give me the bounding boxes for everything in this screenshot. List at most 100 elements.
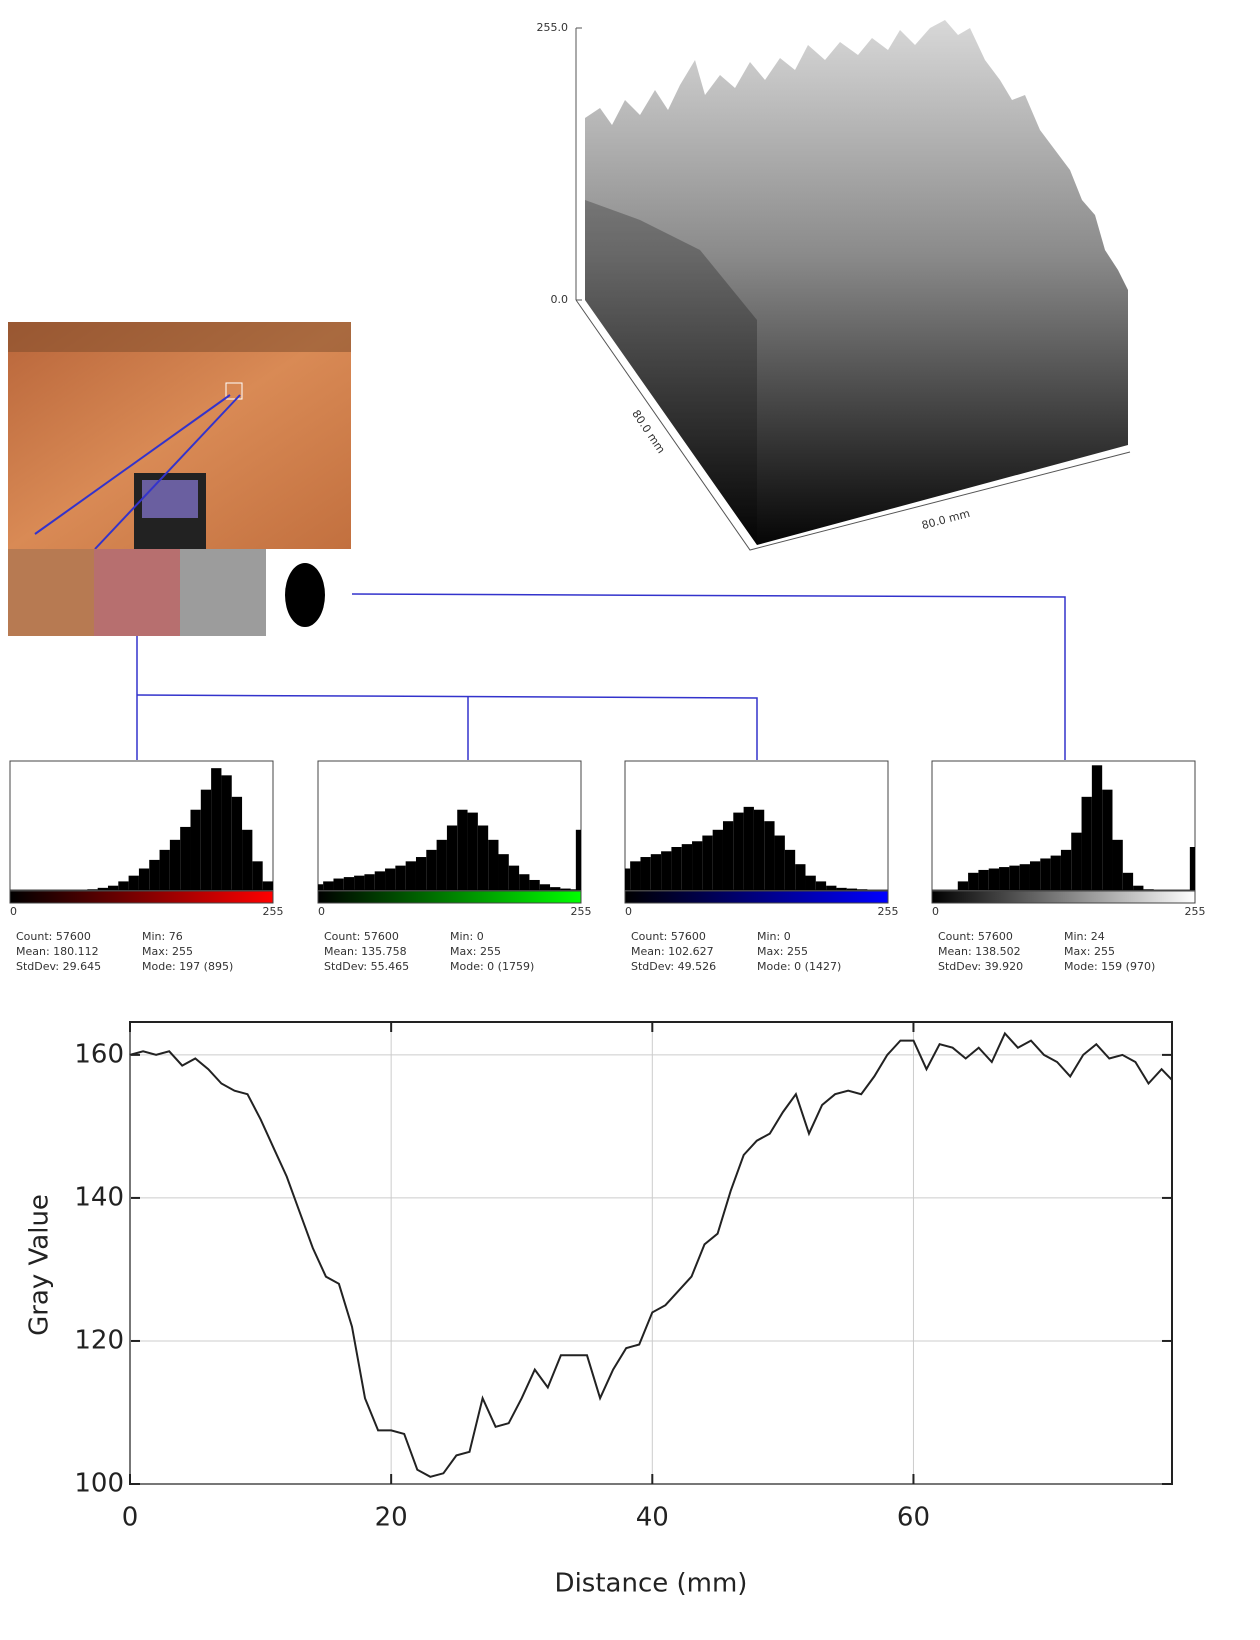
histogram-bar xyxy=(190,809,201,890)
color-ramp xyxy=(317,890,582,904)
histogram-bar xyxy=(671,847,682,890)
histogram-bar xyxy=(169,839,181,890)
histogram-bar xyxy=(446,825,458,890)
photo-shadow xyxy=(8,322,351,352)
histogram-bar xyxy=(661,851,672,890)
histogram-bar xyxy=(560,888,571,890)
histogram-bar xyxy=(1122,872,1134,890)
histogram-bar xyxy=(97,887,108,890)
y-tick-label: 120 xyxy=(74,1325,124,1355)
histogram-bar xyxy=(784,849,796,890)
thumb-rgb xyxy=(8,549,94,636)
color-checker-patches xyxy=(142,480,198,518)
stats-text: Count: 57600 xyxy=(16,930,91,943)
surface xyxy=(585,20,1128,545)
histogram-bar xyxy=(107,885,119,890)
histogram-bar xyxy=(149,859,160,890)
histogram-bar xyxy=(1050,855,1061,890)
stats-text: Mean: 135.758 xyxy=(324,945,407,958)
roi xyxy=(225,382,243,400)
stats-text: Mean: 102.627 xyxy=(631,945,714,958)
histogram-bar xyxy=(395,865,406,890)
stats-text: StdDev: 29.645 xyxy=(16,960,101,973)
x-tick-label: 0 xyxy=(932,905,939,918)
y-tick-label: 140 xyxy=(74,1182,124,1212)
histogram-bar xyxy=(467,812,478,890)
histogram-bar xyxy=(846,888,858,890)
histogram-bar xyxy=(539,884,551,890)
stats-text: Mean: 180.112 xyxy=(16,945,99,958)
histogram-bar xyxy=(692,841,703,890)
histogram-bar xyxy=(733,812,744,890)
profile-line xyxy=(129,1031,1173,1478)
x-tick-label: 60 xyxy=(897,1503,930,1533)
histogram-bar xyxy=(318,884,324,890)
histogram-bar xyxy=(405,861,416,890)
histogram-bar xyxy=(712,829,723,890)
histogram-bar xyxy=(508,865,520,890)
stats-text: Max: 255 xyxy=(757,945,808,958)
color-ramp xyxy=(931,890,1196,904)
histogram-bar xyxy=(477,825,489,890)
histogram-bar xyxy=(753,809,765,890)
connector xyxy=(351,593,1066,760)
x-tick-label: 255 xyxy=(1185,905,1206,918)
z-tick-label: 255.0 xyxy=(537,21,569,34)
histogram-bar xyxy=(764,821,775,890)
histogram-bar xyxy=(968,872,979,890)
histogram-bar xyxy=(242,829,253,890)
histogram-bar xyxy=(498,854,509,890)
histogram-bar xyxy=(374,871,386,890)
histogram-bar xyxy=(1112,839,1123,890)
histogram-bar xyxy=(857,889,868,890)
stats-text: Count: 57600 xyxy=(938,930,1013,943)
connector xyxy=(34,394,231,535)
histogram-bar xyxy=(978,869,989,890)
histogram-bar xyxy=(211,768,222,890)
histogram-bar xyxy=(488,839,499,890)
histogram-bar xyxy=(836,887,847,890)
color-ramp xyxy=(624,890,889,904)
surface-shade xyxy=(585,200,757,545)
histogram-bar xyxy=(343,877,355,890)
x-axis-title: Distance (mm) xyxy=(555,1569,748,1599)
stats-text: Mode: 159 (970) xyxy=(1064,960,1155,973)
histogram-bar xyxy=(128,875,139,890)
histogram-bar xyxy=(1009,865,1020,890)
histogram-bar xyxy=(722,821,734,890)
x-tick-label: 0 xyxy=(625,905,632,918)
histogram-bar xyxy=(1081,796,1092,890)
histogram-bar xyxy=(575,829,581,890)
x-tick-label: 20 xyxy=(375,1503,408,1533)
histogram-bar xyxy=(957,881,969,890)
y-tick-label: 100 xyxy=(74,1469,124,1499)
histogram-bar xyxy=(702,835,713,890)
histogram-bar xyxy=(1029,861,1041,890)
histogram-bar xyxy=(1091,765,1103,890)
histogram-bar xyxy=(436,839,447,890)
histogram-bar xyxy=(1040,858,1051,890)
y-axis-label: 80.0 mm xyxy=(629,408,667,456)
stats-text: Max: 255 xyxy=(450,945,501,958)
histogram-bar xyxy=(457,809,468,890)
histogram-bar xyxy=(999,867,1010,890)
histogram-bar xyxy=(364,874,375,890)
thumb-gray xyxy=(180,549,266,636)
connector xyxy=(94,394,241,550)
y-tick-label: 160 xyxy=(74,1039,124,1069)
color-ramp xyxy=(9,890,274,904)
histogram-bar xyxy=(650,854,662,890)
stats-text: StdDev: 39.920 xyxy=(938,960,1023,973)
histogram-bar xyxy=(385,868,396,890)
histogram-bar xyxy=(1060,849,1072,890)
histogram-bar xyxy=(1102,789,1113,890)
histogram-bar xyxy=(252,861,263,890)
histogram-bar xyxy=(262,881,273,890)
x-tick-label: 0 xyxy=(10,905,17,918)
histogram-bar xyxy=(640,857,651,890)
histogram-bar xyxy=(221,775,232,890)
x-tick-label: 255 xyxy=(878,905,899,918)
stats-text: Min: 24 xyxy=(1064,930,1105,943)
connectors xyxy=(136,593,1066,760)
